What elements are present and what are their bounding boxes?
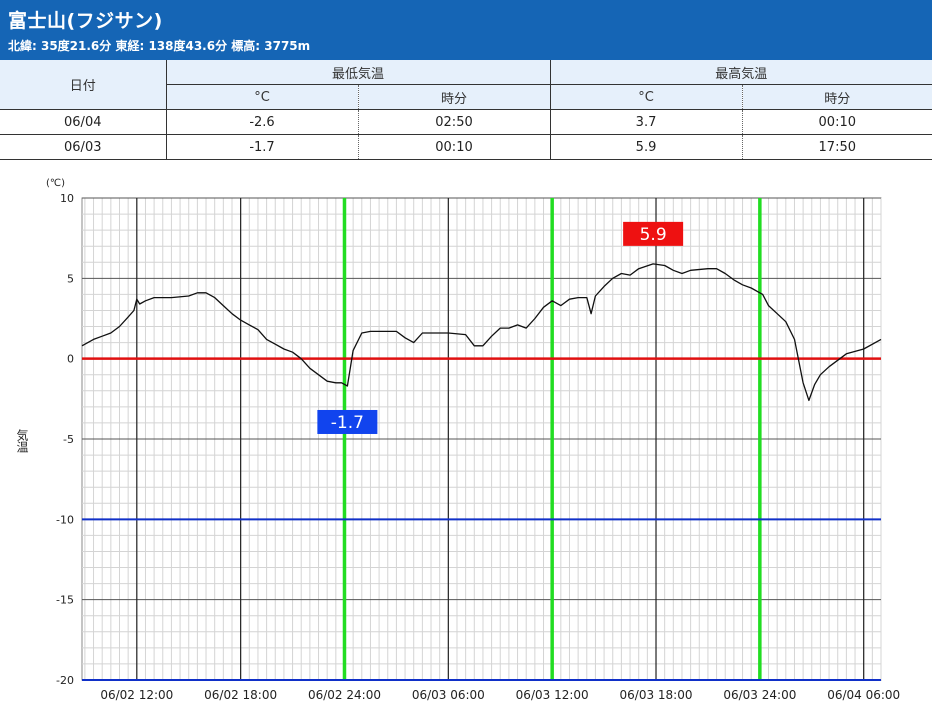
y-tick-label: 10 [60, 192, 74, 205]
x-tick-label: 06/03 06:00 [412, 688, 485, 702]
date-column-header: 日付 [0, 60, 166, 110]
y-tick-label: -10 [56, 513, 74, 526]
y-tick-label: -20 [56, 674, 74, 687]
x-tick-label: 06/02 18:00 [204, 688, 277, 702]
x-tick-label: 06/02 12:00 [100, 688, 173, 702]
min-temp-label: -1.7 [331, 413, 364, 433]
summary-table: 日付 最低気温 最高気温 °C 時分 °C 時分 06/04 -2.6 02:5… [0, 60, 932, 160]
station-header: 富士山(フジサン) 北緯: 35度21.6分 東経: 138度43.6分 標高:… [0, 0, 932, 60]
y-tick-label: 5 [67, 272, 74, 285]
x-tick-label: 06/04 06:00 [827, 688, 900, 702]
max-temp-label-box [623, 221, 684, 246]
x-tick-label: 06/03 24:00 [723, 688, 796, 702]
row-max-temp: 3.7 [549, 109, 743, 135]
y-tick-label: -5 [63, 433, 74, 446]
max-temp-header: 最高気温 [549, 60, 932, 85]
x-tick-label: 06/03 12:00 [516, 688, 589, 702]
temperature-series-line [81, 263, 882, 402]
y-axis-label: 気温 [15, 428, 29, 453]
max-temp-label: 5.9 [640, 225, 667, 245]
min-unit-header: °C [165, 84, 358, 110]
row-date: 06/03 [0, 134, 166, 160]
row-min-time: 02:50 [357, 109, 551, 135]
row-max-temp: 5.9 [549, 134, 743, 160]
station-title: 富士山(フジサン) [8, 10, 163, 32]
max-unit-header: °C [549, 84, 743, 110]
table-header-row: 日付 最低気温 最高気温 [0, 60, 932, 110]
row-min-temp: -2.6 [165, 109, 358, 135]
table-subheader-row: °C 時分 °C 時分 [0, 84, 932, 110]
y-tick-label: -15 [56, 594, 74, 607]
table-row: 06/03 -1.7 00:10 5.9 17:50 [0, 134, 932, 160]
table-row: 06/04 -2.6 02:50 3.7 00:10 [0, 109, 932, 135]
row-date: 06/04 [0, 109, 166, 135]
row-max-time: 17:50 [741, 134, 932, 160]
station-coordinates: 北緯: 35度21.6分 東経: 138度43.6分 標高: 3775m [8, 39, 311, 53]
min-time-header: 時分 [357, 84, 551, 110]
y-tick-label: 0 [67, 353, 74, 366]
x-tick-label: 06/02 24:00 [308, 688, 381, 702]
min-temp-label-box [317, 409, 378, 434]
temperature-chart: 5.9 -1.7 10 5 0 -5 -10 -15 -20 06/02 12:00 06/02 … [15, 178, 900, 702]
row-min-temp: -1.7 [165, 134, 358, 160]
max-time-header: 時分 [741, 84, 932, 110]
x-tick-label: 06/03 18:00 [620, 688, 693, 702]
y-unit-label: (℃) [46, 178, 65, 189]
min-temp-header: 最低気温 [165, 60, 551, 85]
row-max-time: 00:10 [741, 109, 932, 135]
row-min-time: 00:10 [357, 134, 551, 160]
